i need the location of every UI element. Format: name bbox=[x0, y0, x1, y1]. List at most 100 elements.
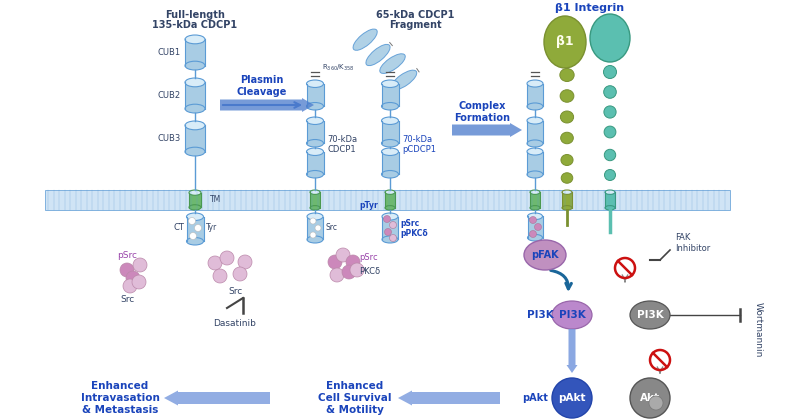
Ellipse shape bbox=[560, 111, 574, 123]
Text: Tyr: Tyr bbox=[206, 223, 218, 233]
Ellipse shape bbox=[382, 236, 398, 243]
Text: β1 Integrin: β1 Integrin bbox=[555, 3, 625, 13]
Ellipse shape bbox=[590, 14, 630, 62]
Circle shape bbox=[383, 215, 390, 223]
Ellipse shape bbox=[562, 206, 572, 210]
Ellipse shape bbox=[382, 80, 398, 87]
Text: Akt: Akt bbox=[640, 393, 660, 403]
Text: PI3K: PI3K bbox=[637, 310, 663, 320]
FancyArrow shape bbox=[452, 123, 522, 137]
Circle shape bbox=[133, 258, 147, 272]
Ellipse shape bbox=[185, 61, 205, 70]
Ellipse shape bbox=[604, 86, 616, 98]
Ellipse shape bbox=[385, 190, 395, 194]
Text: Src: Src bbox=[325, 223, 337, 233]
Ellipse shape bbox=[527, 171, 543, 178]
Ellipse shape bbox=[527, 80, 543, 87]
Text: CUB1: CUB1 bbox=[158, 48, 181, 57]
Circle shape bbox=[350, 263, 364, 277]
Ellipse shape bbox=[527, 213, 542, 220]
Ellipse shape bbox=[306, 171, 323, 178]
Bar bbox=[382, 121, 398, 143]
Text: pAkt: pAkt bbox=[522, 393, 548, 403]
Bar bbox=[527, 216, 542, 238]
Text: α: α bbox=[606, 28, 614, 38]
Bar bbox=[189, 193, 201, 207]
Bar bbox=[185, 126, 205, 152]
Ellipse shape bbox=[185, 35, 205, 44]
Circle shape bbox=[238, 255, 252, 269]
Ellipse shape bbox=[185, 147, 205, 156]
Ellipse shape bbox=[307, 213, 323, 220]
Ellipse shape bbox=[306, 102, 323, 110]
FancyArrow shape bbox=[220, 98, 314, 112]
Text: pFAK: pFAK bbox=[531, 250, 559, 260]
Circle shape bbox=[390, 221, 397, 228]
Ellipse shape bbox=[306, 80, 323, 87]
Bar bbox=[527, 84, 543, 107]
Circle shape bbox=[346, 255, 360, 269]
Bar bbox=[310, 192, 320, 208]
Ellipse shape bbox=[561, 155, 573, 165]
Bar bbox=[307, 217, 323, 239]
Circle shape bbox=[213, 269, 227, 283]
Circle shape bbox=[552, 378, 592, 418]
Circle shape bbox=[208, 256, 222, 270]
Text: 135-kDa CDCP1: 135-kDa CDCP1 bbox=[153, 20, 238, 30]
Text: Src: Src bbox=[120, 296, 134, 304]
Text: pTyr: pTyr bbox=[359, 200, 378, 210]
Circle shape bbox=[649, 396, 663, 410]
Text: Enhanced
Cell Survival
& Motility: Enhanced Cell Survival & Motility bbox=[318, 381, 392, 415]
Ellipse shape bbox=[380, 54, 406, 74]
Text: pSrc: pSrc bbox=[117, 250, 137, 260]
Bar bbox=[306, 152, 323, 174]
Text: Plasmin
Cleavage: Plasmin Cleavage bbox=[237, 75, 287, 97]
Bar bbox=[530, 192, 540, 208]
Text: Src: Src bbox=[228, 288, 242, 297]
Text: Fragment: Fragment bbox=[389, 20, 442, 30]
Ellipse shape bbox=[382, 171, 398, 178]
Text: PI3K: PI3K bbox=[527, 310, 554, 320]
Ellipse shape bbox=[186, 213, 203, 220]
Text: 65-kDa CDCP1: 65-kDa CDCP1 bbox=[376, 10, 454, 20]
Text: pPKCδ: pPKCδ bbox=[400, 228, 428, 237]
FancyArrow shape bbox=[164, 391, 270, 405]
Circle shape bbox=[190, 233, 197, 239]
Bar bbox=[306, 121, 323, 143]
Ellipse shape bbox=[603, 66, 617, 79]
Ellipse shape bbox=[382, 117, 398, 124]
Ellipse shape bbox=[530, 206, 540, 210]
Ellipse shape bbox=[544, 16, 586, 68]
Ellipse shape bbox=[306, 148, 323, 155]
Ellipse shape bbox=[527, 103, 543, 110]
Ellipse shape bbox=[630, 301, 670, 329]
Circle shape bbox=[385, 228, 391, 236]
Ellipse shape bbox=[604, 106, 616, 118]
Ellipse shape bbox=[605, 170, 615, 181]
Text: PKCδ: PKCδ bbox=[359, 268, 380, 276]
Ellipse shape bbox=[561, 132, 574, 144]
Bar bbox=[385, 192, 395, 208]
Bar bbox=[382, 217, 398, 239]
Bar bbox=[382, 84, 398, 106]
Ellipse shape bbox=[605, 190, 615, 194]
Ellipse shape bbox=[189, 190, 201, 195]
Ellipse shape bbox=[562, 190, 572, 194]
Text: Complex
Formation: Complex Formation bbox=[454, 101, 510, 123]
Ellipse shape bbox=[385, 206, 395, 210]
Text: 70-kDa: 70-kDa bbox=[327, 136, 357, 144]
Ellipse shape bbox=[310, 206, 320, 210]
Ellipse shape bbox=[527, 148, 543, 155]
Text: TM: TM bbox=[210, 195, 222, 205]
Text: R$_{360}$/K$_{358}$: R$_{360}$/K$_{358}$ bbox=[322, 63, 354, 73]
Ellipse shape bbox=[382, 213, 398, 220]
Ellipse shape bbox=[391, 70, 417, 90]
Circle shape bbox=[120, 263, 134, 277]
Text: Full-length: Full-length bbox=[165, 10, 225, 20]
Circle shape bbox=[328, 255, 342, 269]
Text: CUB3: CUB3 bbox=[158, 134, 181, 143]
Circle shape bbox=[336, 248, 350, 262]
Text: pSrc: pSrc bbox=[400, 218, 419, 228]
Ellipse shape bbox=[560, 68, 574, 81]
FancyArrow shape bbox=[566, 329, 578, 373]
